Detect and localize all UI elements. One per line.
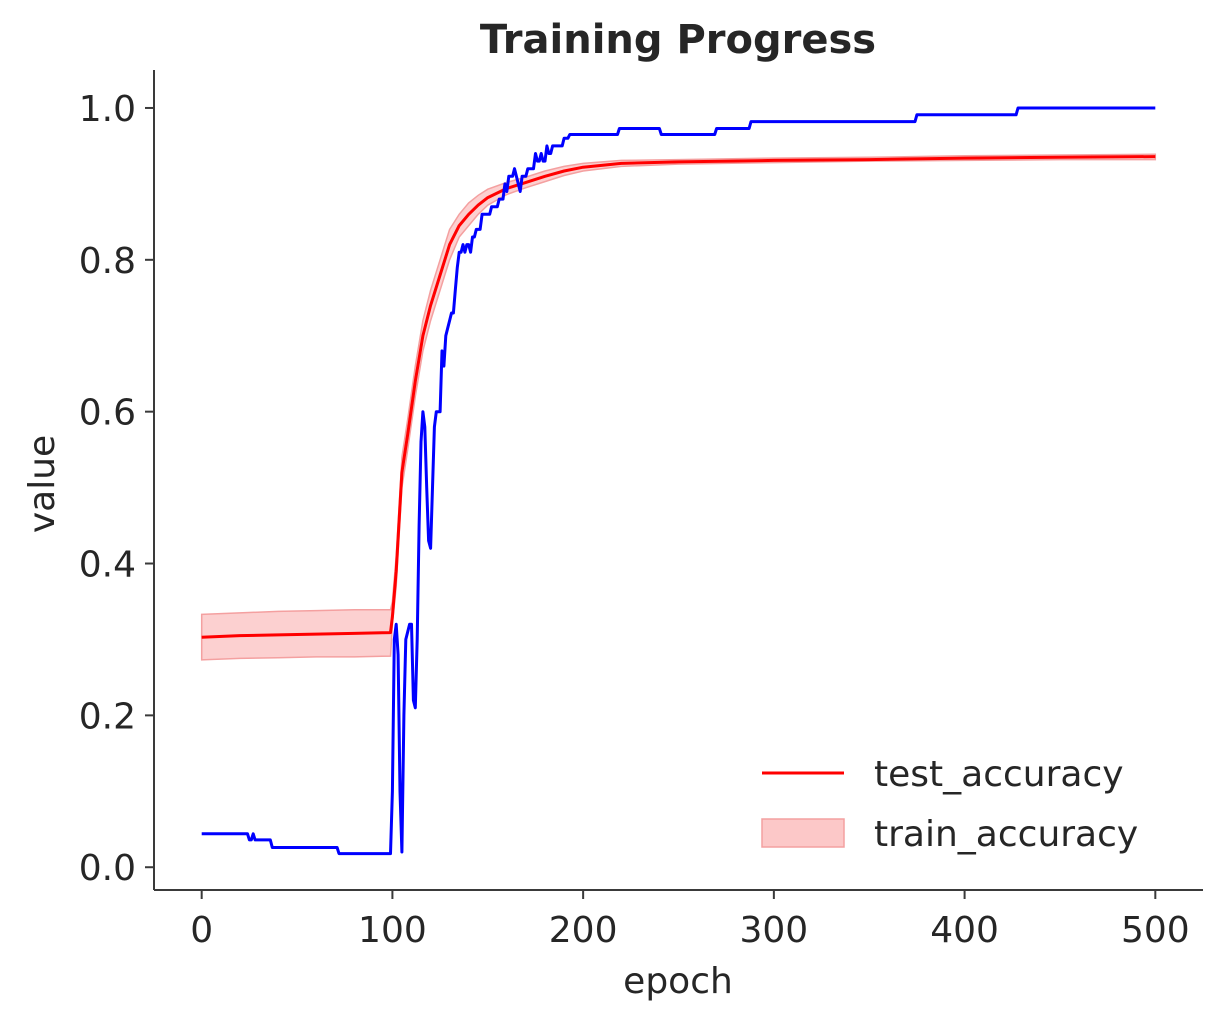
y-tick-label: 0.0 [79, 848, 136, 889]
series-band-train_accuracy [200, 153, 1157, 661]
axes: 0 100 200 300 400 500 0.0 0.2 0.4 0.6 0.8 1.0 [79, 70, 1203, 951]
legend: test_accuracy train_accuracy [761, 754, 1138, 855]
x-tick-label: 400 [930, 910, 999, 951]
legend-label: test_accuracy [874, 754, 1124, 795]
y-tick-label: 0.8 [79, 241, 136, 282]
x-tick-label: 500 [1121, 910, 1190, 951]
x-tick-label: 300 [740, 910, 809, 951]
y-tick-label: 0.2 [79, 696, 136, 737]
series-line-test_accuracy [201, 155, 1156, 639]
x-tick-label: 100 [358, 910, 427, 951]
x-tick-label: 0 [190, 910, 213, 951]
y-axis-ticks: 0.0 0.2 0.4 0.6 0.8 1.0 [79, 89, 154, 889]
x-axis-ticks: 0 100 200 300 400 500 [190, 890, 1190, 951]
legend-label: train_accuracy [874, 814, 1138, 855]
plot-area [200, 106, 1157, 856]
chart-title: Training Progress [480, 17, 876, 63]
line-layer [201, 106, 1156, 856]
legend-swatch-patch [761, 818, 845, 848]
y-tick-label: 0.4 [79, 545, 136, 586]
y-tick-label: 1.0 [79, 89, 136, 130]
y-tick-label: 0.6 [79, 393, 136, 434]
x-tick-label: 200 [549, 910, 618, 951]
series-line-0000ff [201, 106, 1156, 856]
x-axis-label: epoch [623, 961, 733, 1002]
band-layer [200, 153, 1157, 661]
y-axis-label: value [22, 435, 63, 533]
